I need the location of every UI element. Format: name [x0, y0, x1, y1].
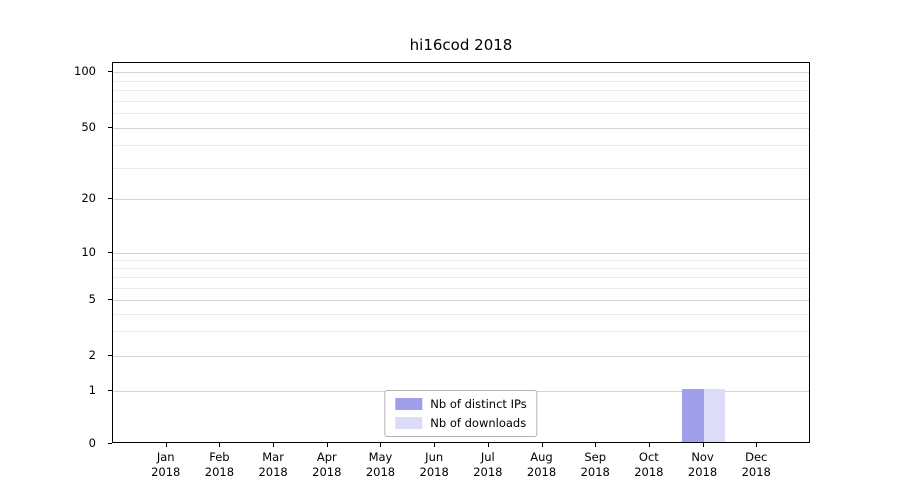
x-tick-label: Jul 2018: [473, 450, 503, 479]
x-tick-mark: [702, 443, 704, 447]
x-tick-label: Feb 2018: [204, 450, 235, 479]
x-tick-mark: [648, 443, 650, 447]
x-tick-label: Sep 2018: [580, 450, 610, 479]
minor-gridline: [113, 287, 809, 289]
y-tick-label: 2: [88, 347, 96, 362]
chart-title: hi16cod 2018: [409, 36, 513, 54]
bar-distinct-ips: [682, 389, 704, 442]
minor-gridline: [113, 331, 809, 333]
legend-swatch-downloads: [395, 417, 423, 429]
y-tick-label: 5: [88, 291, 96, 306]
x-tick-label: Mar 2018: [258, 450, 288, 479]
y-tick-mark: [108, 443, 112, 444]
major-gridline: [113, 128, 809, 130]
x-tick-label: Jan 2018: [151, 450, 181, 479]
y-tick-label: 0: [88, 436, 96, 450]
legend-item-downloads: Nb of downloads: [395, 416, 526, 430]
x-tick-mark: [380, 443, 382, 447]
y-tick-mark: [108, 198, 112, 200]
plot-area: Nb of distinct IPs Nb of downloads: [112, 62, 810, 443]
x-tick-label: Jun 2018: [419, 450, 449, 479]
y-tick-mark: [108, 127, 112, 129]
y-tick-mark: [108, 71, 112, 73]
y-tick-label: 20: [81, 191, 96, 206]
y-tick-mark: [108, 354, 112, 356]
major-gridline: [113, 199, 809, 201]
minor-gridline: [113, 145, 809, 147]
x-tick-mark: [434, 443, 436, 447]
x-tick-mark: [219, 443, 221, 447]
minor-gridline: [113, 277, 809, 279]
y-tick-mark: [108, 298, 112, 300]
x-tick-label: Nov 2018: [687, 450, 718, 479]
major-gridline: [113, 253, 809, 255]
legend: Nb of distinct IPs Nb of downloads: [384, 390, 538, 437]
x-tick-mark: [595, 443, 597, 447]
x-tick-label: Oct 2018: [634, 450, 664, 479]
y-tick-label: 100: [74, 64, 96, 79]
minor-gridline: [113, 167, 809, 169]
x-tick-label: Aug 2018: [526, 450, 557, 479]
x-tick-mark: [165, 443, 167, 447]
legend-label-distinct-ips: Nb of distinct IPs: [430, 397, 527, 411]
x-tick-mark: [541, 443, 543, 447]
legend-item-distinct-ips: Nb of distinct IPs: [395, 397, 527, 411]
y-tick-label: 1: [88, 383, 96, 398]
minor-gridline: [113, 260, 809, 262]
minor-gridline: [113, 80, 809, 82]
minor-gridline: [113, 100, 809, 102]
minor-gridline: [113, 313, 809, 315]
bar-downloads: [703, 389, 726, 442]
x-tick-label: Dec 2018: [741, 450, 771, 479]
x-tick-label: Apr 2018: [312, 450, 342, 479]
y-tick-label: 50: [81, 120, 96, 135]
x-tick-mark: [273, 443, 275, 447]
major-gridline: [113, 355, 809, 357]
minor-gridline: [113, 113, 809, 115]
minor-gridline: [113, 90, 809, 92]
y-tick-label: 10: [81, 245, 96, 260]
major-gridline: [113, 72, 809, 74]
x-tick-mark: [326, 443, 328, 447]
x-tick-mark: [756, 443, 758, 447]
y-tick-mark: [108, 252, 112, 254]
x-tick-mark: [487, 443, 489, 447]
x-tick-label: May 2018: [365, 450, 396, 479]
legend-swatch-distinct-ips: [395, 398, 423, 410]
y-tick-mark: [108, 390, 112, 392]
minor-gridline: [113, 268, 809, 270]
legend-label-downloads: Nb of downloads: [430, 416, 527, 430]
major-gridline: [113, 299, 809, 301]
